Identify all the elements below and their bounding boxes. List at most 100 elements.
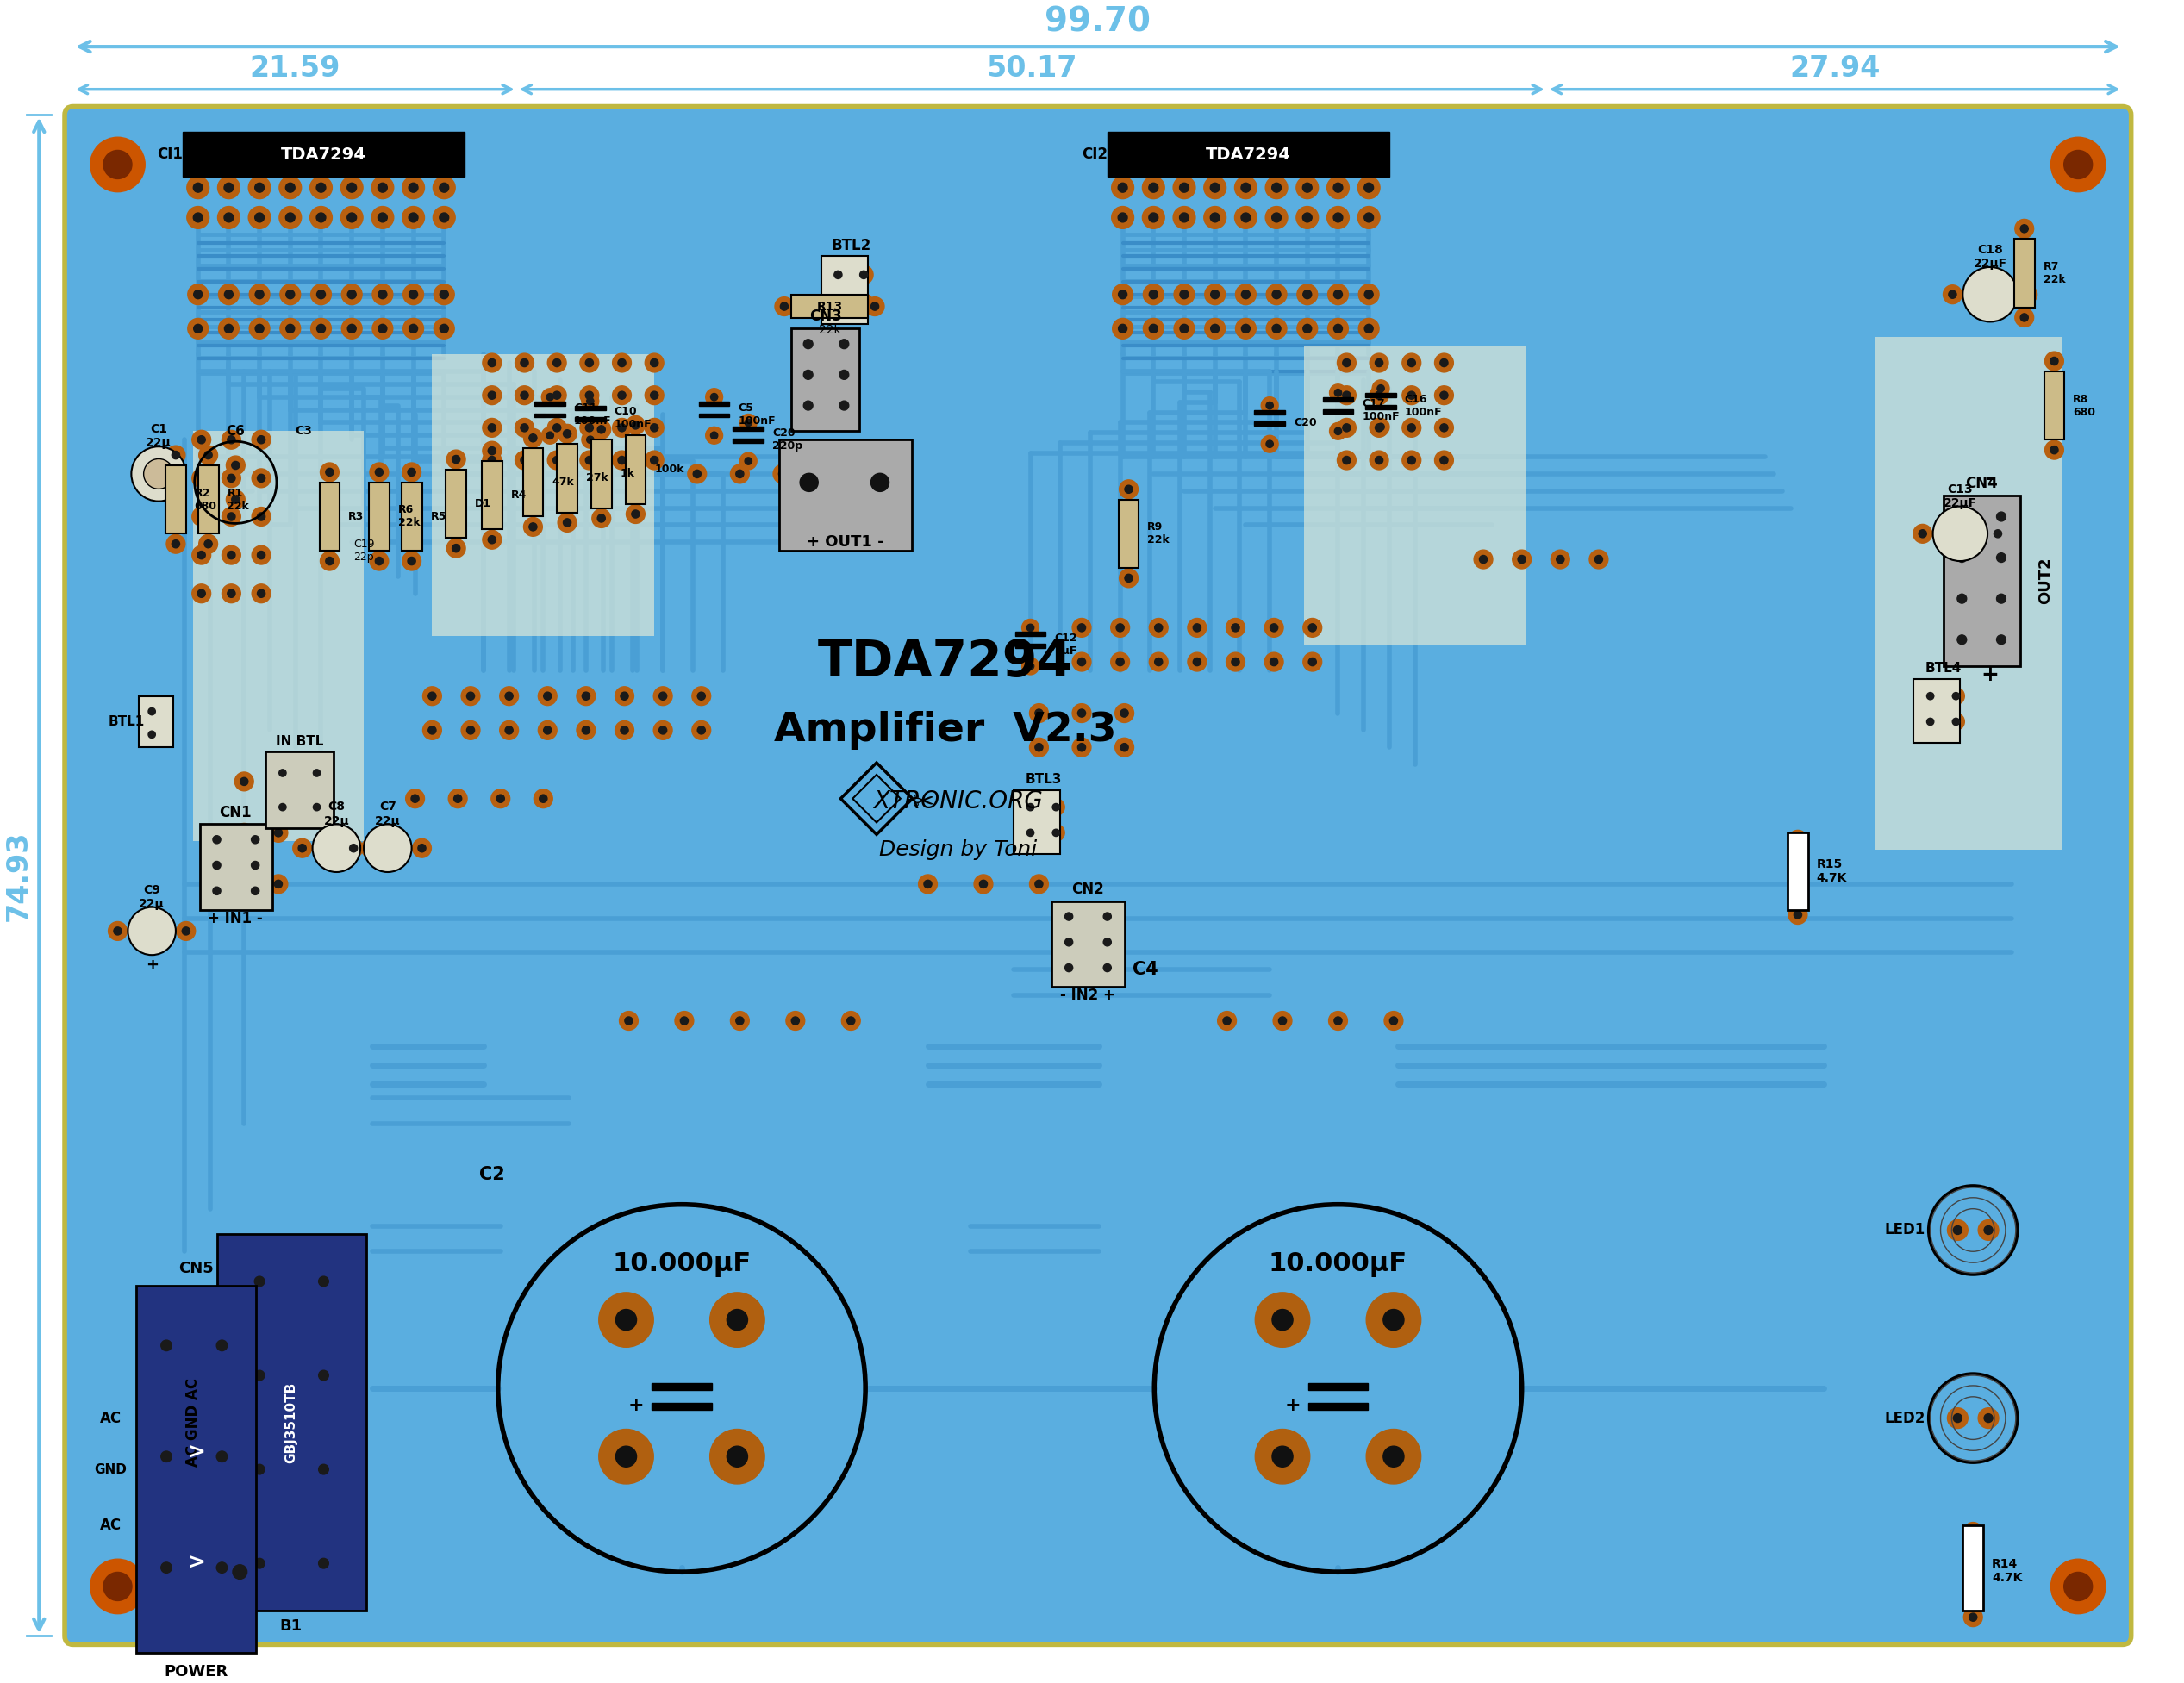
Circle shape — [618, 424, 627, 433]
Circle shape — [515, 353, 533, 372]
Circle shape — [585, 392, 594, 399]
Circle shape — [1409, 392, 1415, 399]
Circle shape — [620, 692, 629, 700]
Circle shape — [860, 300, 867, 306]
Text: OUT2: OUT2 — [2038, 557, 2053, 604]
Circle shape — [660, 692, 666, 700]
Circle shape — [1435, 419, 1452, 438]
Circle shape — [1029, 737, 1048, 757]
Circle shape — [553, 424, 561, 433]
Circle shape — [1990, 505, 2011, 528]
Text: TDA7294: TDA7294 — [1206, 146, 1291, 163]
Circle shape — [131, 446, 186, 502]
Circle shape — [1149, 618, 1168, 638]
Circle shape — [1149, 325, 1158, 333]
Circle shape — [2018, 284, 2038, 305]
Circle shape — [1328, 177, 1350, 199]
Circle shape — [240, 828, 249, 836]
Circle shape — [1372, 419, 1389, 436]
Circle shape — [1334, 389, 1341, 396]
Circle shape — [325, 468, 334, 476]
Text: +: + — [1981, 665, 1998, 685]
Circle shape — [448, 449, 465, 470]
Circle shape — [1994, 530, 2003, 537]
Circle shape — [153, 1333, 179, 1358]
Circle shape — [207, 830, 227, 848]
Text: 21.59: 21.59 — [249, 54, 341, 82]
Circle shape — [90, 1558, 144, 1614]
Text: LED2: LED2 — [1885, 1410, 1924, 1426]
Text: LED1: LED1 — [1885, 1222, 1924, 1239]
Circle shape — [1922, 714, 1939, 730]
Circle shape — [1232, 624, 1241, 631]
Bar — [699, 401, 729, 406]
Circle shape — [225, 325, 234, 333]
Circle shape — [625, 1017, 633, 1025]
Circle shape — [197, 513, 205, 520]
Circle shape — [1334, 289, 1343, 300]
Circle shape — [227, 589, 236, 597]
Circle shape — [109, 922, 127, 941]
Circle shape — [103, 1572, 131, 1601]
Circle shape — [577, 687, 596, 705]
Circle shape — [207, 882, 227, 900]
Circle shape — [319, 1464, 328, 1474]
Circle shape — [1103, 937, 1112, 946]
Circle shape — [581, 431, 598, 448]
Circle shape — [312, 1457, 336, 1481]
Circle shape — [1149, 653, 1168, 672]
Circle shape — [1155, 624, 1162, 631]
Text: C2: C2 — [478, 1166, 505, 1183]
Circle shape — [192, 584, 212, 603]
Circle shape — [1328, 284, 1348, 305]
Circle shape — [1173, 207, 1195, 229]
Circle shape — [273, 764, 290, 781]
Circle shape — [1206, 318, 1225, 338]
Circle shape — [791, 1017, 799, 1025]
Circle shape — [249, 177, 271, 199]
Circle shape — [1232, 658, 1241, 666]
Circle shape — [240, 778, 249, 786]
Circle shape — [865, 296, 885, 316]
Circle shape — [2044, 441, 2064, 459]
Circle shape — [705, 427, 723, 444]
Circle shape — [924, 880, 933, 889]
Bar — [2014, 239, 2035, 308]
Circle shape — [432, 177, 454, 199]
Circle shape — [1948, 1409, 1968, 1429]
Circle shape — [275, 828, 282, 836]
Circle shape — [1952, 692, 1959, 700]
Circle shape — [1216, 1011, 1236, 1030]
Circle shape — [341, 177, 363, 199]
Circle shape — [1265, 618, 1284, 638]
Bar — [791, 328, 860, 431]
Text: ✂: ✂ — [913, 791, 935, 815]
Circle shape — [740, 414, 758, 431]
Circle shape — [2020, 313, 2029, 321]
Circle shape — [653, 687, 673, 705]
Circle shape — [439, 325, 448, 333]
Circle shape — [1334, 1017, 1341, 1025]
Circle shape — [692, 720, 710, 739]
Bar — [522, 448, 544, 517]
Circle shape — [212, 862, 221, 868]
Circle shape — [1402, 385, 1422, 404]
Circle shape — [319, 1558, 328, 1569]
Circle shape — [249, 318, 271, 338]
Circle shape — [408, 183, 417, 192]
Circle shape — [223, 545, 240, 564]
Circle shape — [1950, 628, 1972, 651]
Circle shape — [234, 823, 253, 842]
Circle shape — [563, 518, 572, 527]
Circle shape — [1793, 836, 1802, 843]
Circle shape — [553, 456, 561, 465]
Circle shape — [1053, 830, 1059, 836]
Circle shape — [269, 823, 288, 842]
Bar — [1365, 392, 1396, 397]
Circle shape — [286, 212, 295, 222]
Circle shape — [210, 1444, 234, 1469]
Text: + IN1 -: + IN1 - — [207, 911, 262, 926]
Circle shape — [188, 284, 207, 305]
Circle shape — [1179, 212, 1188, 222]
Circle shape — [1439, 358, 1448, 367]
